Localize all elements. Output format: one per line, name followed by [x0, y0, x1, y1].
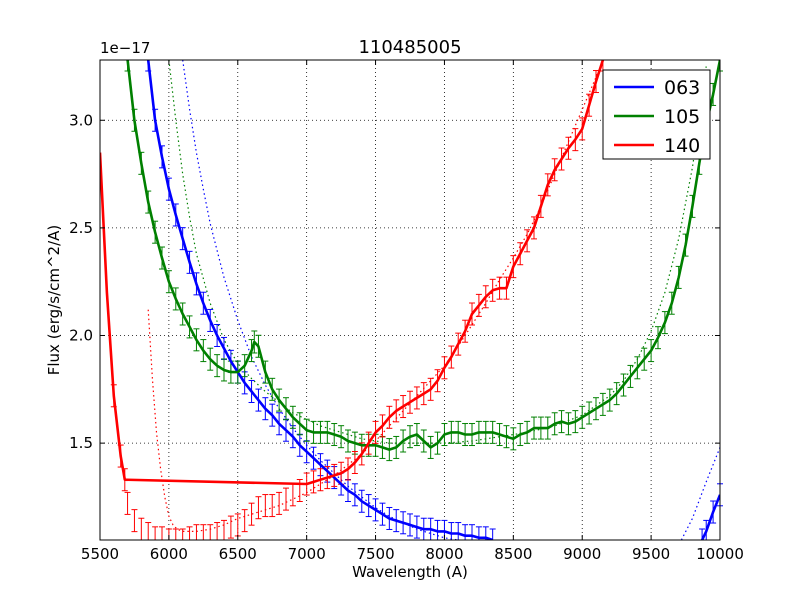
x-axis-label: Wavelength (A) [352, 563, 468, 581]
x-tick-label: 10000 [696, 545, 744, 563]
chart-title: 110485005 [358, 37, 461, 58]
x-tick-label: 9500 [632, 545, 670, 563]
y-tick-label: 3.0 [69, 111, 93, 129]
y-tick-label: 2.5 [69, 219, 93, 237]
y-offset-label: 1e−17 [100, 39, 150, 57]
series-105-line [126, 60, 720, 451]
series-063-line [700, 494, 720, 540]
y-tick-label: 2.0 [69, 327, 93, 345]
x-tick-label: 9000 [563, 545, 601, 563]
x-tick-label: 6000 [150, 545, 188, 563]
x-tick-label: 8500 [494, 545, 532, 563]
x-tick-label: 8000 [425, 545, 463, 563]
series-063-line [146, 60, 494, 540]
x-tick-label: 7000 [288, 545, 326, 563]
x-tick-label: 7500 [356, 545, 394, 563]
legend: 063 105 140 [602, 69, 711, 160]
x-tick-label: 6500 [219, 545, 257, 563]
legend-label-140: 140 [664, 135, 700, 157]
series-063-model-line [680, 447, 720, 540]
legend-label-063: 063 [664, 77, 700, 99]
plot-frame [99, 59, 721, 541]
axis-ticks: 5500 6000 6500 7000 7500 8000 8500 9000 9500 1000… [69, 60, 744, 563]
series-lines [100, 60, 720, 540]
x-tick-label: 5500 [81, 545, 119, 563]
y-axis-label: Flux (erg/s/cm^2/A) [45, 225, 63, 376]
series-140-line [100, 60, 605, 486]
legend-label-105: 105 [664, 106, 700, 128]
y-tick-label: 1.5 [69, 434, 93, 452]
